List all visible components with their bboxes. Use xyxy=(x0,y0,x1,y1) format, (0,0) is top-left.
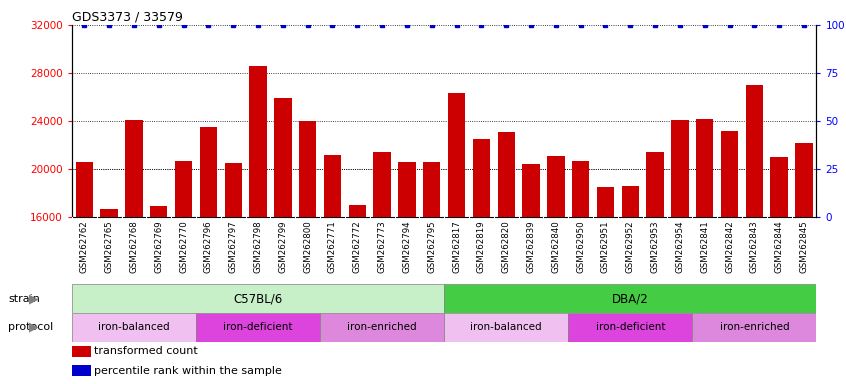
Text: iron-enriched: iron-enriched xyxy=(348,322,417,333)
Text: transformed count: transformed count xyxy=(94,346,198,356)
Text: protocol: protocol xyxy=(8,322,53,333)
Bar xyxy=(522,164,540,217)
Text: GSM262770: GSM262770 xyxy=(179,220,188,273)
Text: GDS3373 / 33579: GDS3373 / 33579 xyxy=(72,11,183,24)
Bar xyxy=(444,284,816,313)
Text: GSM262796: GSM262796 xyxy=(204,220,213,273)
Bar xyxy=(448,93,465,217)
Bar xyxy=(125,120,143,217)
Bar xyxy=(373,152,391,217)
Text: GSM262795: GSM262795 xyxy=(427,220,437,273)
Text: GSM262794: GSM262794 xyxy=(403,220,411,273)
Text: ▶: ▶ xyxy=(29,321,39,334)
Bar xyxy=(250,66,266,217)
Bar xyxy=(696,119,713,217)
Text: GSM262772: GSM262772 xyxy=(353,220,362,273)
Bar xyxy=(196,313,320,342)
Bar xyxy=(596,187,614,217)
Bar xyxy=(75,162,93,217)
Text: percentile rank within the sample: percentile rank within the sample xyxy=(94,366,282,376)
Bar xyxy=(721,131,739,217)
Text: GSM262952: GSM262952 xyxy=(626,220,634,273)
Text: GSM262769: GSM262769 xyxy=(154,220,163,273)
Bar xyxy=(101,209,118,217)
Text: iron-balanced: iron-balanced xyxy=(470,322,542,333)
Bar xyxy=(572,161,590,217)
Text: GSM262768: GSM262768 xyxy=(129,220,139,273)
Bar xyxy=(72,346,91,357)
Text: GSM262954: GSM262954 xyxy=(675,220,684,273)
Bar xyxy=(745,85,763,217)
Text: GSM262951: GSM262951 xyxy=(601,220,610,273)
Bar xyxy=(692,313,816,342)
Text: C57BL/6: C57BL/6 xyxy=(233,292,283,305)
Text: GSM262844: GSM262844 xyxy=(775,220,783,273)
Bar xyxy=(671,120,689,217)
Text: iron-balanced: iron-balanced xyxy=(98,322,170,333)
Text: GSM262798: GSM262798 xyxy=(254,220,262,273)
Bar xyxy=(72,284,444,313)
Text: GSM262771: GSM262771 xyxy=(328,220,337,273)
Bar xyxy=(473,139,490,217)
Bar xyxy=(320,313,444,342)
Bar xyxy=(299,121,316,217)
Text: DBA/2: DBA/2 xyxy=(612,292,649,305)
Bar xyxy=(274,98,292,217)
Text: GSM262762: GSM262762 xyxy=(80,220,89,273)
Text: GSM262842: GSM262842 xyxy=(725,220,734,273)
Bar xyxy=(72,313,196,342)
Text: GSM262840: GSM262840 xyxy=(552,220,560,273)
Text: GSM262797: GSM262797 xyxy=(228,220,238,273)
Text: GSM262843: GSM262843 xyxy=(750,220,759,273)
Text: ▶: ▶ xyxy=(29,292,39,305)
Bar xyxy=(398,162,415,217)
Text: GSM262765: GSM262765 xyxy=(105,220,113,273)
Text: GSM262773: GSM262773 xyxy=(377,220,387,273)
Bar xyxy=(175,161,192,217)
Text: GSM262841: GSM262841 xyxy=(700,220,709,273)
Text: GSM262819: GSM262819 xyxy=(477,220,486,273)
Bar xyxy=(547,156,564,217)
Text: GSM262817: GSM262817 xyxy=(452,220,461,273)
Text: iron-enriched: iron-enriched xyxy=(720,322,789,333)
Text: GSM262800: GSM262800 xyxy=(303,220,312,273)
Bar xyxy=(224,163,242,217)
Bar xyxy=(646,152,664,217)
Text: iron-deficient: iron-deficient xyxy=(596,322,665,333)
Text: GSM262953: GSM262953 xyxy=(651,220,660,273)
Bar xyxy=(795,142,813,217)
Text: GSM262845: GSM262845 xyxy=(799,220,809,273)
Bar xyxy=(444,313,569,342)
Bar xyxy=(771,157,788,217)
Bar xyxy=(72,365,91,376)
Bar xyxy=(622,186,639,217)
Bar xyxy=(200,127,217,217)
Text: GSM262820: GSM262820 xyxy=(502,220,511,273)
Bar xyxy=(497,132,515,217)
Text: strain: strain xyxy=(8,293,41,304)
Bar xyxy=(150,206,168,217)
Bar xyxy=(324,155,341,217)
Text: GSM262839: GSM262839 xyxy=(526,220,536,273)
Text: iron-deficient: iron-deficient xyxy=(223,322,293,333)
Text: GSM262950: GSM262950 xyxy=(576,220,585,273)
Bar xyxy=(349,205,366,217)
Bar xyxy=(569,313,692,342)
Text: GSM262799: GSM262799 xyxy=(278,220,288,273)
Bar xyxy=(423,162,441,217)
